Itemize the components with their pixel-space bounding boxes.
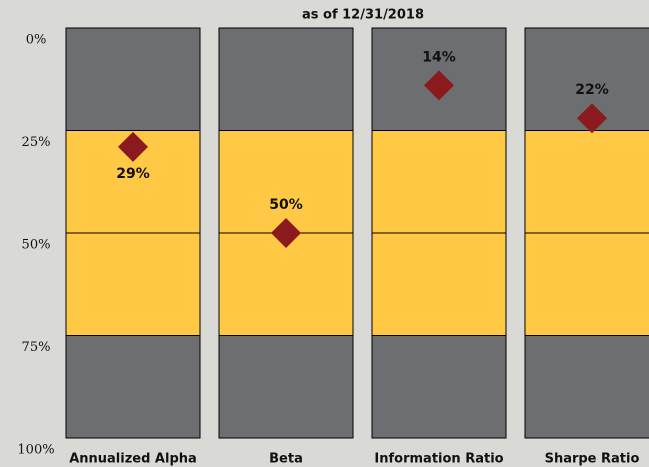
x-tick-label: Information Ratio bbox=[374, 452, 503, 467]
x-tick-label: Sharpe Ratio bbox=[545, 452, 640, 467]
band bbox=[525, 335, 649, 438]
column-border bbox=[218, 27, 354, 439]
y-tick-label: 50% bbox=[22, 238, 51, 253]
marker bbox=[118, 131, 148, 162]
value-label: 22% bbox=[575, 82, 609, 98]
band bbox=[372, 335, 506, 438]
value-label: 14% bbox=[422, 49, 456, 65]
y-tick-label: 100% bbox=[17, 443, 54, 458]
chart-subtitle: as of 12/31/2018 bbox=[302, 8, 424, 23]
column-border bbox=[65, 27, 201, 439]
column-border bbox=[524, 27, 649, 439]
y-tick-label: 0% bbox=[26, 33, 47, 48]
band bbox=[66, 335, 200, 438]
x-tick-label: Annualized Alpha bbox=[69, 452, 197, 467]
y-tick-label: 25% bbox=[22, 135, 51, 150]
band bbox=[66, 28, 200, 131]
band bbox=[219, 28, 353, 131]
x-tick-label: Beta bbox=[269, 452, 303, 467]
marker bbox=[424, 70, 454, 101]
band bbox=[219, 335, 353, 438]
y-tick-label: 75% bbox=[22, 340, 51, 355]
value-label: 50% bbox=[269, 197, 303, 213]
marker bbox=[271, 218, 301, 248]
column-border bbox=[371, 27, 507, 439]
marker bbox=[577, 103, 607, 134]
value-label: 29% bbox=[116, 166, 150, 182]
